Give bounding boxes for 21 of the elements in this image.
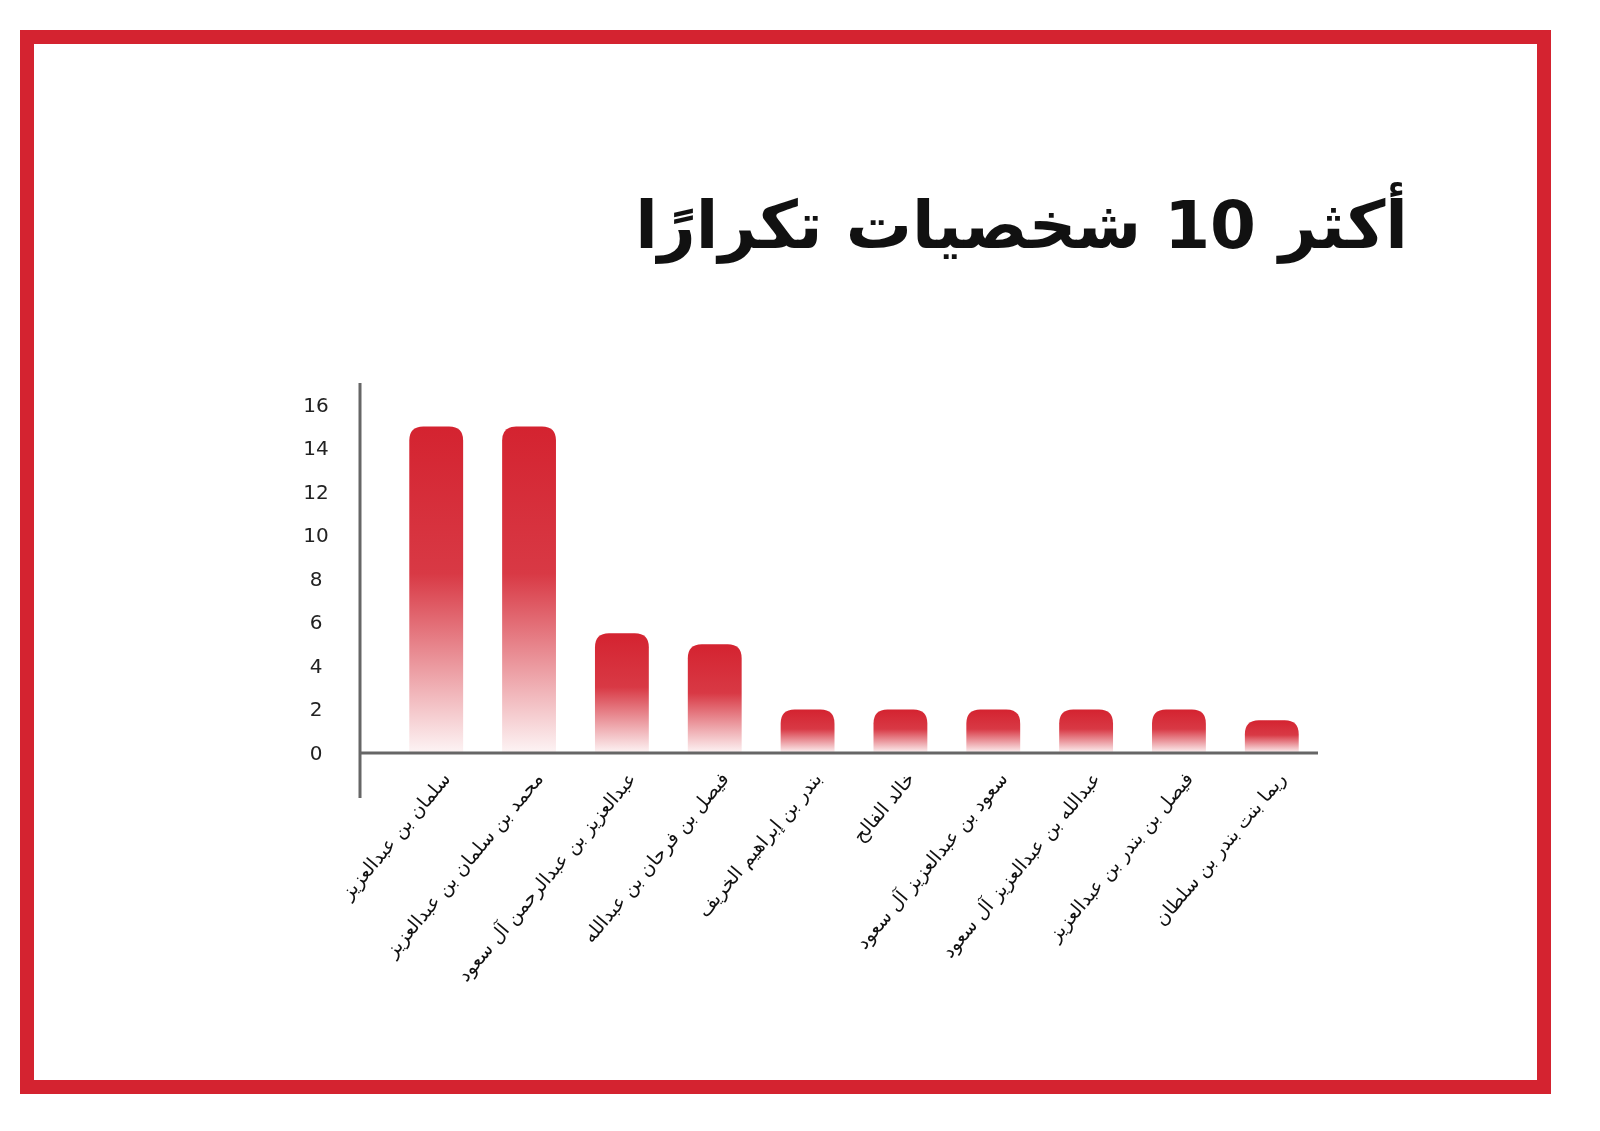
bar (594, 633, 649, 753)
bar (1244, 720, 1299, 753)
y-tick-label: 2 (309, 697, 323, 722)
bar (502, 426, 556, 753)
bar (780, 709, 835, 753)
bar (1059, 709, 1114, 753)
y-tick-label: 0 (309, 741, 323, 765)
bar (687, 644, 742, 753)
x-tick-label: خالد الفالح (847, 767, 920, 847)
bar (1152, 709, 1206, 753)
y-tick-label: 6 (309, 610, 323, 635)
bar (873, 709, 928, 753)
chart-title: أكثر 10 شخصيات تكرارًا (635, 182, 1408, 264)
y-tick-label: 4 (309, 653, 323, 678)
y-tick-label: 8 (309, 566, 323, 591)
y-tick-label: 14 (303, 436, 329, 461)
bar (966, 709, 1021, 753)
y-tick-label: 12 (303, 479, 329, 504)
bar (409, 426, 464, 753)
y-tick-label: 16 (303, 392, 329, 417)
y-tick-label: 10 (303, 523, 329, 548)
